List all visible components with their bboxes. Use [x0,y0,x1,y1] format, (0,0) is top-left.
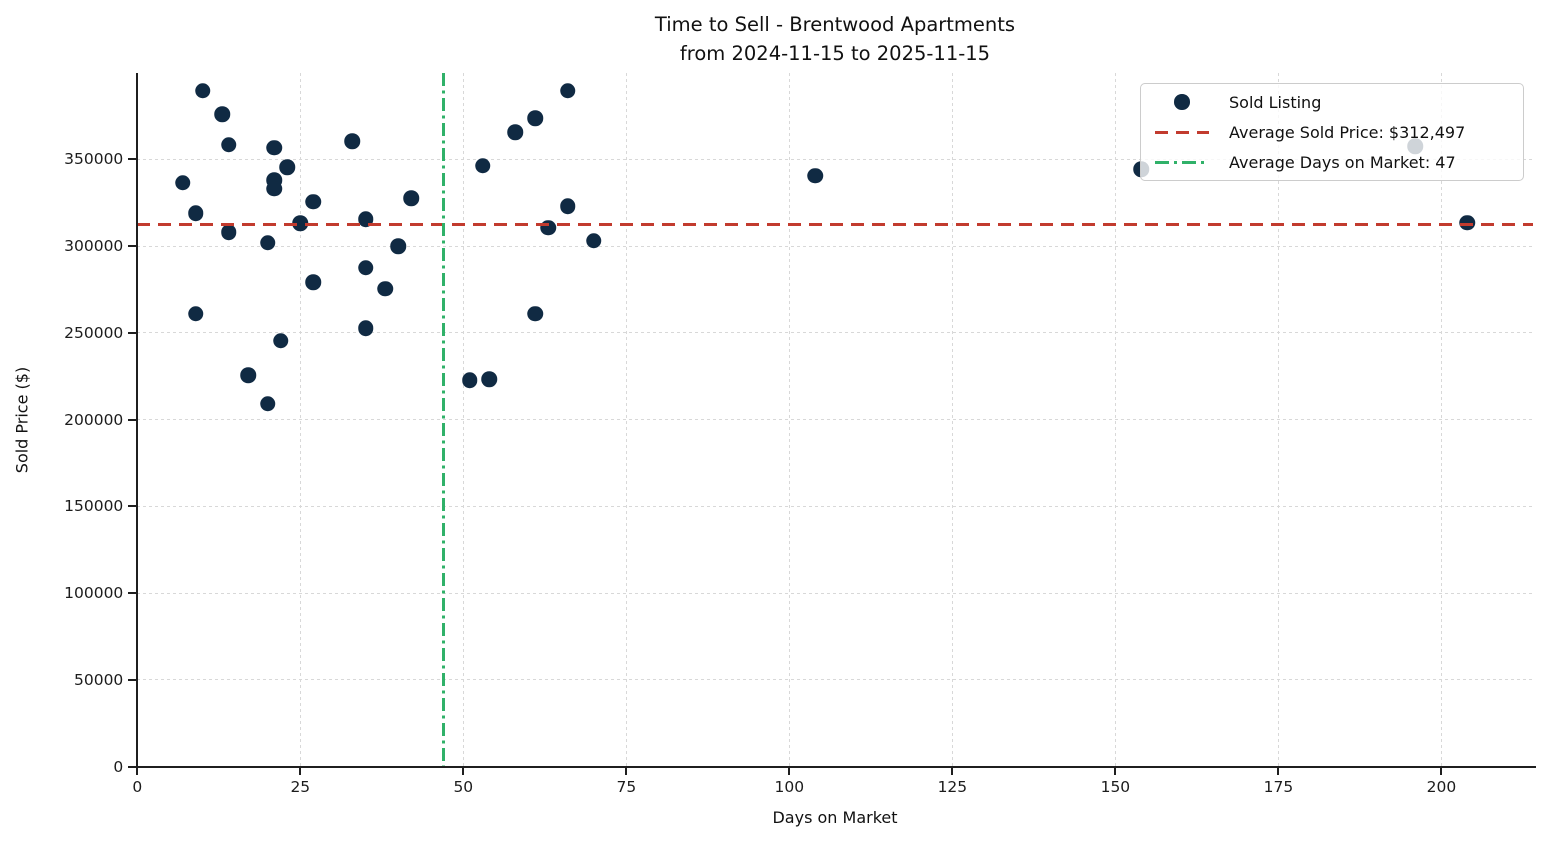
sold-listing-marker-icon [1174,94,1190,110]
scatter-point [175,174,191,191]
y-tick-label: 100000 [64,584,124,603]
x-tick-label: 50 [453,777,474,796]
legend-label-sold-listing: Sold Listing [1229,92,1322,112]
scatter-point [559,198,576,214]
x-tick [462,766,465,775]
scatter-point [266,181,282,197]
legend-item-sold-listing: Sold Listing [1141,90,1523,114]
scatter-point [259,396,276,412]
avg-sold-price-line [137,222,1533,226]
chart-title: Time to Sell - Brentwood Apartments from… [137,10,1533,68]
scatter-point [240,367,256,384]
scatter-point [357,320,374,337]
scatter-point [279,159,296,175]
chart-title-line1: Time to Sell - Brentwood Apartments [654,13,1016,36]
x-tick [1277,766,1280,775]
y-axis-spine [136,72,139,768]
y-gridline [137,505,1533,507]
x-tick-label: 25 [290,777,311,796]
y-tick-label: 300000 [64,237,124,256]
x-tick [625,766,628,775]
avg-days-on-market-line [442,72,446,767]
x-tick [136,766,139,775]
scatter-point [475,157,491,174]
y-tick [128,505,137,508]
scatter-point [559,83,576,99]
avg-price-dashed-line-icon [1155,130,1209,134]
legend-label-avg-price: Average Sold Price: $312,497 [1229,122,1466,142]
scatter-point [585,233,602,249]
y-tick-label: 150000 [64,497,124,516]
y-tick-label: 250000 [64,323,124,342]
avg-days-dashdot-line-icon [1155,160,1209,164]
y-gridline [137,245,1533,247]
y-tick-label: 350000 [64,150,124,169]
x-tick [1114,766,1117,775]
scatter-point [481,371,498,387]
y-tick [128,592,137,595]
x-tick-label: 75 [616,777,637,796]
legend: Sold Listing Average Sold Price: $312,49… [1140,83,1524,181]
y-tick-label: 200000 [64,410,124,429]
scatter-point [807,168,824,184]
y-tick [128,765,137,768]
x-tick [951,766,954,775]
scatter-point [1459,215,1476,231]
x-tick-label: 200 [1426,777,1457,796]
y-gridline [137,332,1533,334]
y-tick [128,158,137,161]
scatter-point [220,224,237,240]
y-tick [128,678,137,681]
x-tick-label: 125 [937,777,968,796]
scatter-point [377,280,393,297]
y-tick [128,245,137,248]
scatter-point [305,194,322,210]
scatter-point [527,110,543,127]
scatter-point [344,133,361,149]
scatter-point [390,238,406,254]
legend-item-avg-price: Average Sold Price: $312,497 [1141,120,1523,144]
x-tick [1440,766,1443,775]
y-gridline [137,419,1533,421]
y-tick-label: 0 [113,757,124,776]
y-axis-label: Sold Price ($) [12,366,32,474]
y-gridline [137,679,1533,681]
scatter-point [194,82,211,99]
x-tick-label: 150 [1100,777,1131,796]
scatter-point [188,205,204,221]
scatter-point [188,305,204,322]
scatter-point [527,305,543,322]
y-tick [128,418,137,421]
legend-item-avg-days: Average Days on Market: 47 [1141,150,1523,174]
y-gridline [137,158,1533,160]
scatter-point [220,136,237,153]
scatter-point [462,372,478,388]
scatter-point [266,140,282,156]
x-tick-label: 100 [774,777,805,796]
scatter-point [259,234,276,251]
x-tick [788,766,791,775]
x-axis-spine [136,765,1536,768]
legend-label-avg-days: Average Days on Market: 47 [1229,152,1456,172]
scatter-point [305,274,322,291]
chart-title-line2: from 2024-11-15 to 2025-11-15 [679,42,991,65]
scatter-point [214,106,230,122]
scatter-point [403,190,419,207]
scatter-point [507,124,524,141]
x-tick [299,766,302,775]
scatter-point [273,332,289,349]
y-gridline [137,592,1533,594]
x-axis-label: Days on Market [772,808,898,827]
x-tick-label: 175 [1263,777,1294,796]
x-tick-label: 0 [132,777,143,796]
y-tick-label: 50000 [73,670,124,689]
scatter-point [357,259,374,276]
y-tick [128,331,137,334]
